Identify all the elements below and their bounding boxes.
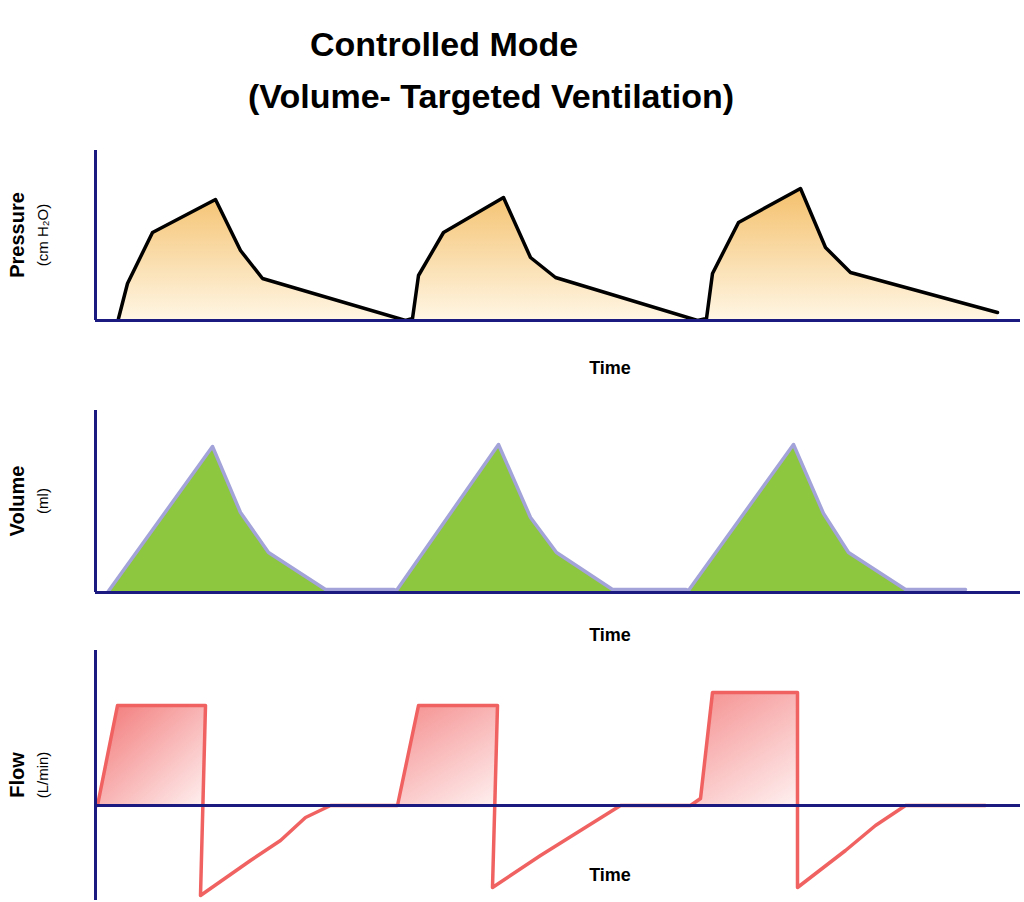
svg-text:(ml): (ml) — [34, 488, 51, 514]
svg-text:Time: Time — [589, 865, 631, 885]
svg-text:Pressure: Pressure — [6, 192, 28, 278]
svg-text:Time: Time — [589, 358, 631, 378]
svg-text:(L/min): (L/min) — [34, 752, 51, 799]
svg-text:Volume: Volume — [6, 466, 28, 537]
html-text:Controlled Mode: Controlled Mode — [310, 25, 579, 63]
svg-text:Time: Time — [589, 625, 631, 645]
svg-text:Flow: Flow — [6, 752, 28, 798]
svg-text:(cm H₂O): (cm H₂O) — [34, 204, 51, 266]
html-text:(Volume- Targeted Ventilation): (Volume- Targeted Ventilation) — [248, 77, 735, 115]
